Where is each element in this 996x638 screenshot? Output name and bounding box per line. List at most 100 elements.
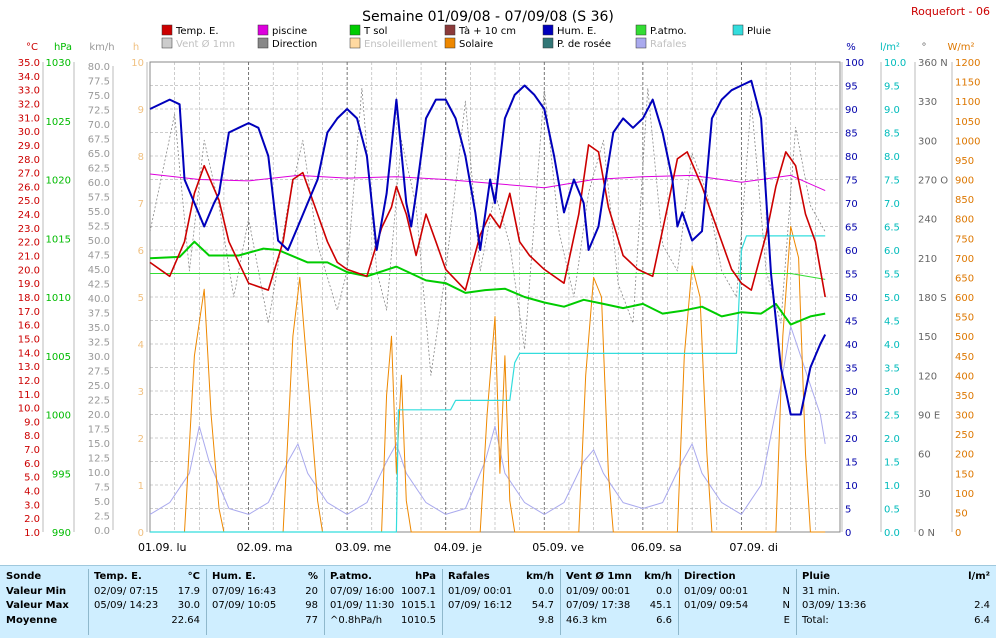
axis-tick-lm2: 8.0 bbox=[884, 152, 900, 163]
stats-block: Rafales km/h 01/09/ 00:01 0.0 07/09/ 16:12 54… bbox=[442, 566, 560, 638]
axis-tick-pct: 50 bbox=[845, 293, 858, 304]
stats-panel: Sonde Valeur Min Valeur Max Moyenne Temp. E.… bbox=[0, 565, 996, 638]
stats-cell-date: Total: bbox=[802, 615, 829, 626]
stats-head-label: Pluie bbox=[802, 571, 831, 582]
stats-value-row: 07/09/ 16:00 1007.1 bbox=[324, 585, 442, 599]
stats-value-row: 01/09/ 00:01 0.0 bbox=[560, 585, 678, 599]
axis-tick-lm2: 9.5 bbox=[884, 82, 900, 93]
stats-cell-date: 01/09/ 09:54 bbox=[684, 600, 749, 611]
stats-cell-value: N bbox=[782, 586, 790, 597]
axis-tick-wm2: 650 bbox=[955, 273, 974, 284]
axis-tick-pct: 100 bbox=[845, 58, 864, 69]
axis-tick-wm2: 750 bbox=[955, 234, 974, 245]
axis-tick-wm2: 1200 bbox=[955, 58, 980, 69]
axis-tick-temp: 15.0 bbox=[18, 334, 40, 345]
axis-tick-deg: 270 O bbox=[918, 176, 948, 187]
stats-cell-value: 0.0 bbox=[656, 586, 672, 597]
axis-tick-pct: 40 bbox=[845, 340, 858, 351]
axis-tick-wm2: 350 bbox=[955, 391, 974, 402]
stats-head-unit: hPa bbox=[415, 571, 436, 582]
axis-tick-lm2: 5.5 bbox=[884, 270, 900, 281]
axis-tick-h: 10 bbox=[131, 58, 144, 69]
stats-cell-date: 07/09/ 16:43 bbox=[212, 586, 277, 597]
stats-value-row: E bbox=[678, 614, 796, 628]
stats-row-label-wrap: Sonde bbox=[0, 570, 88, 584]
legend-swatch bbox=[732, 24, 744, 36]
stats-cell-value: 6.4 bbox=[974, 615, 990, 626]
axis-tick-pct: 55 bbox=[845, 270, 858, 281]
stats-cell-value: 17.9 bbox=[177, 586, 200, 597]
x-label: 06.09. sa bbox=[631, 541, 682, 554]
axis-tick-kmh: 65.0 bbox=[88, 149, 110, 160]
stats-block: P.atmo. hPa 07/09/ 16:00 1007.1 01/09/ 11:30… bbox=[324, 566, 442, 638]
axis-tick-lm2: 7.5 bbox=[884, 176, 900, 187]
axis-tick-kmh: 72.5 bbox=[88, 106, 110, 117]
stats-value-row: 46.3 km 6.6 bbox=[560, 614, 678, 628]
series-line-rafales bbox=[149, 325, 826, 515]
series-line-p-atmo- bbox=[150, 273, 826, 280]
axis-tick-temp: 9.0 bbox=[24, 417, 40, 428]
axis-tick-wm2: 1150 bbox=[955, 78, 980, 89]
stats-separator bbox=[678, 569, 679, 635]
axis-tick-temp: 27.0 bbox=[18, 169, 40, 180]
axis-tick-temp: 2.0 bbox=[24, 514, 40, 525]
axis-tick-lm2: 4.0 bbox=[884, 340, 900, 351]
x-label: 05.09. ve bbox=[532, 541, 584, 554]
axis-tick-temp: 32.0 bbox=[18, 99, 40, 110]
axis-tick-temp: 29.0 bbox=[18, 141, 40, 152]
axis-tick-pct: 60 bbox=[845, 246, 858, 257]
axis-tick-hpa: 1015 bbox=[46, 234, 71, 245]
axis-tick-h: 8 bbox=[138, 152, 144, 163]
axis-tick-pct: 85 bbox=[845, 129, 858, 140]
legend-swatch bbox=[257, 37, 269, 49]
axis-tick-deg: 240 bbox=[918, 215, 937, 226]
axis-tick-pct: 45 bbox=[845, 317, 858, 328]
legend-label: Direction bbox=[272, 39, 317, 50]
stats-separator bbox=[796, 569, 797, 635]
axis-tick-deg: 330 bbox=[918, 97, 937, 108]
axis-tick-kmh: 10.0 bbox=[88, 468, 110, 479]
axis-tick-pct: 15 bbox=[845, 458, 858, 469]
axis-tick-pct: 10 bbox=[845, 481, 858, 492]
axis-tick-kmh: 52.5 bbox=[88, 222, 110, 233]
legend-swatch bbox=[635, 37, 647, 49]
plot-grid bbox=[150, 62, 840, 532]
axis-tick-kmh: 60.0 bbox=[88, 178, 110, 189]
stats-row-label: Moyenne bbox=[6, 615, 58, 626]
stats-value-row: 02/09/ 07:15 17.9 bbox=[88, 585, 206, 599]
axis-tick-wm2: 900 bbox=[955, 176, 974, 187]
series-line-solaire bbox=[150, 226, 826, 533]
x-label: 01.09. lu bbox=[138, 541, 187, 554]
stats-cell-value: 1015.1 bbox=[401, 600, 436, 611]
axis-tick-temp: 6.0 bbox=[24, 459, 40, 470]
axis-tick-lm2: 3.5 bbox=[884, 364, 900, 375]
stats-value-row: 05/09/ 14:23 30.0 bbox=[88, 599, 206, 613]
stats-row-label-wrap: Valeur Min bbox=[0, 585, 88, 599]
axis-tick-lm2: 10.0 bbox=[884, 58, 906, 69]
stats-block: Temp. E. °C 02/09/ 07:15 17.9 05/09/ 14:23 30… bbox=[88, 566, 206, 638]
stats-cell-date: 07/09/ 16:00 bbox=[330, 586, 395, 597]
axis-tick-wm2: 300 bbox=[955, 411, 974, 422]
axis-tick-kmh: 35.0 bbox=[88, 323, 110, 334]
stats-separator bbox=[206, 569, 207, 635]
axis-tick-deg: 30 bbox=[918, 489, 931, 500]
axis-tick-pct: 65 bbox=[845, 223, 858, 234]
stats-value-row: ^0.8hPa/h 1010.5 bbox=[324, 614, 442, 628]
axis-tick-temp: 3.0 bbox=[24, 500, 40, 511]
axis-tick-pct: 35 bbox=[845, 364, 858, 375]
axis-tick-wm2: 500 bbox=[955, 332, 974, 343]
axis-tick-wm2: 400 bbox=[955, 371, 974, 382]
stats-cell-value: 9.8 bbox=[538, 615, 554, 626]
axis-tick-kmh: 42.5 bbox=[88, 280, 110, 291]
axis-tick-h: 2 bbox=[138, 434, 144, 445]
axis-unit-pct: % bbox=[846, 42, 856, 53]
axis-tick-h: 7 bbox=[138, 199, 144, 210]
axis-tick-deg: 150 bbox=[918, 332, 937, 343]
axis-tick-hpa: 1020 bbox=[46, 176, 71, 187]
axis-tick-wm2: 1050 bbox=[955, 117, 980, 128]
stats-cell-date: 05/09/ 14:23 bbox=[94, 600, 159, 611]
axis-unit-deg: ° bbox=[922, 42, 927, 53]
axis-tick-kmh: 12.5 bbox=[88, 454, 110, 465]
stats-head-row: Temp. E. °C bbox=[88, 570, 206, 584]
axis-tick-kmh: 70.0 bbox=[88, 120, 110, 131]
